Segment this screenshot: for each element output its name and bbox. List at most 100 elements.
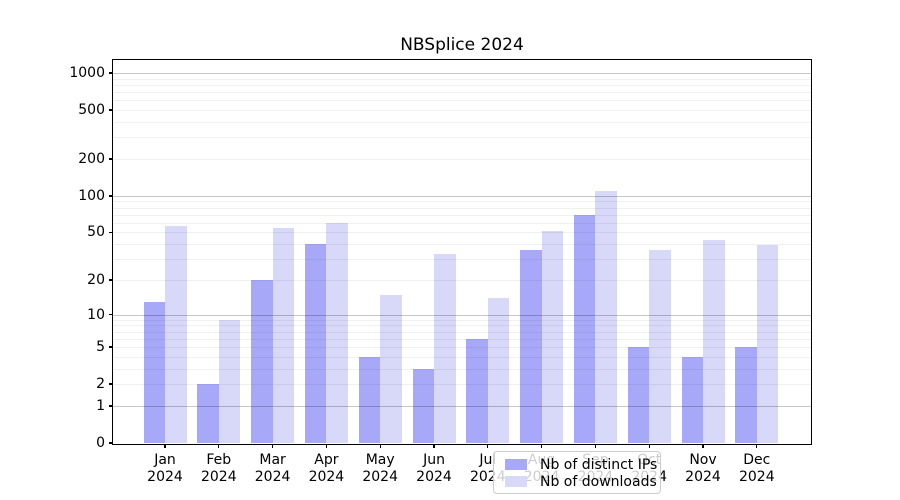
y-tick [109, 158, 113, 160]
legend-swatch-distinct-ips-icon [505, 459, 527, 470]
x-tick-label-dec: Dec 2024 [738, 452, 775, 485]
x-tick [164, 444, 166, 448]
gridline-minor [113, 244, 811, 246]
gridline-minor [113, 325, 811, 327]
y-tick [109, 346, 113, 348]
bar-nb-of-downloads-jul [487, 297, 510, 443]
legend-swatch-downloads-icon [505, 476, 527, 487]
gridline-minor [113, 384, 811, 386]
y-tick-label: 10 [87, 306, 105, 323]
bar-nb-of-distinct-ips-may [358, 356, 381, 443]
y-tick-label: 0 [96, 435, 105, 451]
y-tick [109, 405, 113, 407]
x-tick [540, 444, 543, 448]
y-tick [109, 72, 113, 74]
gridline-minor [113, 347, 811, 349]
bar-nb-of-downloads-jan [165, 225, 187, 443]
gridline-minor [113, 78, 811, 80]
gridline-minor [113, 207, 811, 209]
y-tick-label: 1 [96, 397, 105, 414]
y-tick-label: 5 [96, 339, 105, 356]
y-tick-label: 500 [78, 102, 105, 119]
gridline-minor [113, 159, 811, 161]
x-tick-label-mar: Mar 2024 [254, 452, 291, 485]
x-tick-label-may: May 2024 [362, 452, 398, 485]
x-tick-label-jan: Jan 2024 [147, 452, 183, 485]
gridline-major [113, 73, 811, 75]
bar-nb-of-downloads-nov [703, 240, 725, 443]
y-tick [109, 442, 113, 444]
gridline-major [113, 405, 811, 407]
gridline-minor [113, 137, 811, 139]
y-tick-label: 1000 [69, 65, 105, 82]
x-tick-label-feb: Feb 2024 [200, 452, 237, 485]
gridline-minor [113, 331, 811, 333]
x-tick [433, 444, 435, 448]
bar-nb-of-downloads-aug [541, 231, 564, 443]
x-tick [756, 444, 758, 448]
y-tick [109, 313, 113, 316]
bar-nb-of-distinct-ips-jul [466, 338, 488, 443]
gridline-minor [113, 84, 811, 86]
chart-title: NBSplice 2024 [400, 35, 524, 55]
gridline-minor [113, 201, 811, 203]
legend-item-distinct-ips: Nb of distinct IPs [498, 456, 658, 473]
gridline-major [113, 195, 811, 197]
bar-nb-of-distinct-ips-oct [627, 347, 650, 443]
gridline-minor [113, 222, 811, 224]
bar-nb-of-downloads-dec [756, 245, 779, 443]
bar-nb-of-distinct-ips-feb [197, 384, 219, 443]
legend-label-downloads: Nb of downloads [540, 473, 657, 490]
bar-nb-of-downloads-may [380, 294, 402, 443]
gridline-minor [113, 319, 811, 321]
plot-area: Nb of distinct IPs Nb of downloads [112, 59, 812, 494]
bar-nb-of-distinct-ips-jan [143, 301, 165, 443]
y-tick-label: 200 [78, 151, 105, 168]
bar-nb-of-downloads-apr [326, 222, 348, 443]
y-tick [109, 279, 113, 281]
gridline-minor [113, 368, 811, 370]
y-tick [109, 231, 113, 234]
gridline-minor [113, 356, 811, 358]
legend-label-distinct-ips: Nb of distinct IPs [540, 456, 658, 473]
gridline-minor [113, 92, 811, 94]
bar-nb-of-distinct-ips-apr [304, 244, 327, 443]
x-tick [702, 444, 704, 448]
x-tick-label-jun: Jun 2024 [416, 452, 452, 485]
gridline-minor [113, 259, 811, 261]
bar-nb-of-distinct-ips-mar [251, 279, 273, 443]
y-tick-label: 20 [87, 271, 105, 288]
y-tick [109, 109, 113, 111]
x-tick-label-apr: Apr 2024 [308, 452, 345, 485]
x-tick [218, 444, 220, 448]
y-tick [109, 195, 113, 197]
x-tick [379, 444, 381, 448]
bar-nb-of-distinct-ips-sep [573, 214, 596, 443]
bar-nb-of-downloads-sep [595, 190, 617, 443]
x-tick [648, 444, 650, 448]
x-tick [487, 444, 489, 448]
bar-nb-of-downloads-mar [272, 228, 295, 443]
bar-nb-of-distinct-ips-aug [520, 249, 542, 443]
y-tick-label: 100 [78, 187, 105, 204]
x-tick [325, 444, 328, 448]
bar-nb-of-distinct-ips-jun [412, 368, 434, 443]
bar-nb-of-distinct-ips-nov [681, 356, 703, 443]
gridline-minor [113, 122, 811, 124]
gridline-minor [113, 279, 811, 281]
bar-nb-of-downloads-feb [218, 319, 241, 443]
x-tick [594, 444, 597, 448]
gridline-minor [113, 232, 811, 234]
bar-nb-of-downloads-oct [649, 249, 671, 443]
bar-nb-of-downloads-jun [434, 254, 456, 443]
gridline-minor [113, 110, 811, 112]
y-tick [109, 383, 113, 385]
bar-nb-of-distinct-ips-dec [735, 347, 757, 443]
gridline-major [113, 314, 811, 316]
y-tick-label: 50 [87, 224, 105, 241]
gridline-minor [113, 100, 811, 102]
gridline-minor [113, 214, 811, 216]
y-tick-label: 2 [96, 376, 105, 393]
legend-item-downloads: Nb of downloads [498, 473, 657, 490]
legend: Nb of distinct IPs Nb of downloads [493, 451, 661, 494]
